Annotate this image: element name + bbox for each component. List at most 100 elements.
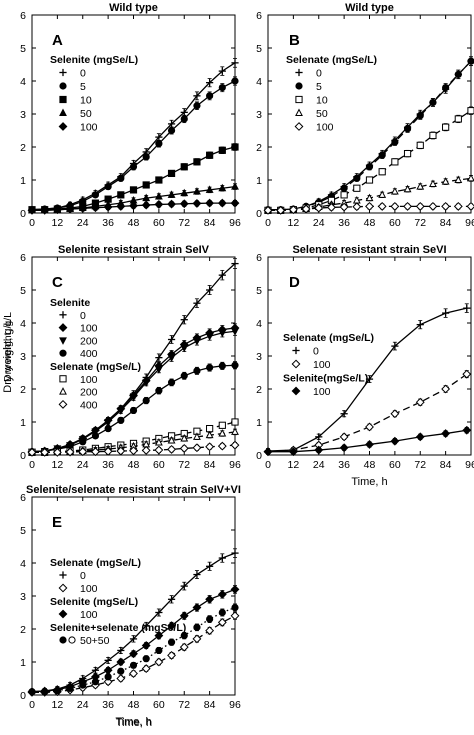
panel-a-series-1-point	[231, 77, 239, 85]
panel-c-series-6-point	[65, 447, 75, 457]
panel-e-series-2-point	[179, 611, 189, 621]
panel-b-series-1-point	[391, 138, 399, 146]
panel-a-xtick-label: 12	[52, 217, 64, 229]
panel-c-series-6-point	[78, 447, 88, 457]
panel-c-legend-label: 400	[80, 399, 98, 411]
panel-e-legend-header: Selenite+selenate (mgSe/L)	[50, 622, 186, 634]
panel-c-series-2-point	[129, 394, 138, 402]
panel-e-legend-header: Selenite (mgSe/L)	[50, 596, 138, 608]
panel-e-series-1-point	[116, 674, 126, 683]
panel-b-ytick-label: 6	[256, 10, 262, 22]
panel-a-legend-marker	[59, 108, 67, 116]
panel-e-series-1-point	[129, 669, 138, 678]
panel-e-series-0-point	[167, 595, 176, 603]
panel-e-series-0-point	[104, 656, 112, 664]
panel-b-series-3-point	[429, 179, 437, 187]
panel-e-letter: E	[52, 514, 62, 531]
panel-d-series-0-point	[416, 321, 424, 329]
panel-b-series-2-point	[353, 184, 361, 192]
panel-b-legend-header: Selenate (mgSe/L)	[286, 54, 377, 66]
panel-d-xtick-label: 60	[389, 459, 401, 471]
panel-c-series-6-point	[217, 441, 227, 451]
panel-a-series-0-point	[193, 92, 201, 100]
panel-c-series-6-point	[129, 446, 138, 456]
panel-e-legend-label: 0	[80, 570, 86, 582]
panel-e-series-3-point	[231, 603, 239, 612]
panel-b-series-2-line	[268, 110, 472, 212]
panel-c-xtick-label: 84	[204, 459, 216, 471]
panel-a-series-0-point	[180, 108, 188, 116]
panel-c-xtick-label: 48	[128, 459, 140, 471]
panel-a-legend-label: 5	[80, 81, 86, 93]
panel-b-legend-label: 50	[316, 108, 328, 120]
panel-a-series-2-point	[193, 158, 201, 166]
panel-b-series-1-point	[429, 98, 437, 107]
panel-b-legend-marker	[294, 122, 304, 131]
panel-a-title: Wild type	[109, 2, 158, 14]
panel-a-series-1-point	[142, 153, 150, 161]
panel-c-series-4-point	[218, 421, 226, 429]
panel-c-series-0-point	[193, 299, 201, 307]
panel-d-legend-label: 0	[313, 346, 319, 358]
panel-a-series-2-point	[129, 186, 138, 194]
panel-c-legend-header: Selenite	[50, 297, 90, 309]
panel-c-series-0-point	[167, 335, 176, 344]
panel-b-legend-marker	[295, 82, 303, 90]
panel-b-series-3-point	[365, 193, 374, 202]
panel-e-ytick-label: 0	[20, 690, 26, 702]
panel-c-series-0-point	[206, 286, 214, 294]
panel-b-series-2-point	[378, 168, 386, 176]
panel-b-series-2-point	[365, 176, 374, 184]
panel-c-series-6-point	[27, 447, 37, 457]
panel-a-legend-marker	[59, 95, 67, 104]
panel-c-series-3-point	[155, 387, 163, 395]
panel-d-series-0-point	[463, 304, 471, 312]
panel-b-series-1-point	[454, 70, 462, 79]
panel-d-letter: D	[289, 274, 300, 291]
panel-c-series-3-point	[206, 363, 214, 372]
panel-b-series-3-point	[441, 177, 450, 185]
panel-c-xtick-label: 0	[29, 459, 35, 471]
panel-c-series-5-point	[218, 429, 227, 437]
panel-d-series-2-point	[288, 447, 298, 457]
panel-d-series-2-line	[268, 429, 467, 453]
panel-e-ytick-label: 3	[20, 591, 26, 603]
panel-b-letter: B	[289, 32, 300, 49]
panel-e-series-3-point	[218, 608, 226, 617]
panel-c-legend-marker	[59, 311, 67, 319]
panel-c-series-6-point	[141, 445, 151, 455]
panel-e-title: Selenite/selenate resistant strain SeIV+…	[26, 484, 241, 496]
panel-a-series-3-point	[167, 190, 176, 198]
panel-c-series-6-point	[192, 443, 202, 453]
panel-e-series-2-point	[116, 657, 126, 667]
panel-a-series-3-point	[193, 187, 201, 195]
panel-a-series-2-point	[155, 176, 163, 184]
panel-e-xtick-label: 48	[128, 699, 140, 711]
panel-a-series-2-point	[167, 169, 176, 178]
panel-e-legend-label: 100	[80, 609, 98, 621]
panel-c-xtick-label: 36	[102, 459, 114, 471]
panel-c-legend-marker	[59, 387, 67, 395]
panel-b-xtick-label: 48	[364, 217, 376, 229]
panel-c-series-6-point	[40, 447, 50, 457]
panel-e-xtick-label: 72	[178, 699, 190, 711]
panel-c-legend-marker	[58, 323, 68, 333]
panel-c-ytick-label: 0	[20, 450, 26, 462]
panel-c-ytick-label: 2	[20, 384, 26, 396]
panel-a-xtick-label: 72	[178, 217, 190, 229]
panel-e-series-2-point	[217, 589, 227, 599]
panel-c-series-2-point	[142, 379, 151, 387]
panel-d-legend-marker	[291, 386, 301, 396]
panel-a-series-3-point	[231, 182, 239, 190]
panel-e-series-0-point	[155, 608, 163, 617]
panel-c-legend-marker	[59, 337, 67, 345]
panel-e-series-3-point	[142, 655, 150, 663]
panel-e-series-1-point	[179, 642, 189, 652]
panel-b-legend-label: 5	[316, 81, 322, 93]
panel-c-series-6-point	[91, 447, 100, 457]
panel-c-series-6-point	[52, 447, 62, 457]
panel-d-series-0-point	[442, 309, 450, 317]
panel-d-series-1-point	[462, 369, 472, 379]
panel-e-series-2-point	[192, 603, 202, 612]
panel-b-xtick-label: 24	[313, 217, 325, 229]
